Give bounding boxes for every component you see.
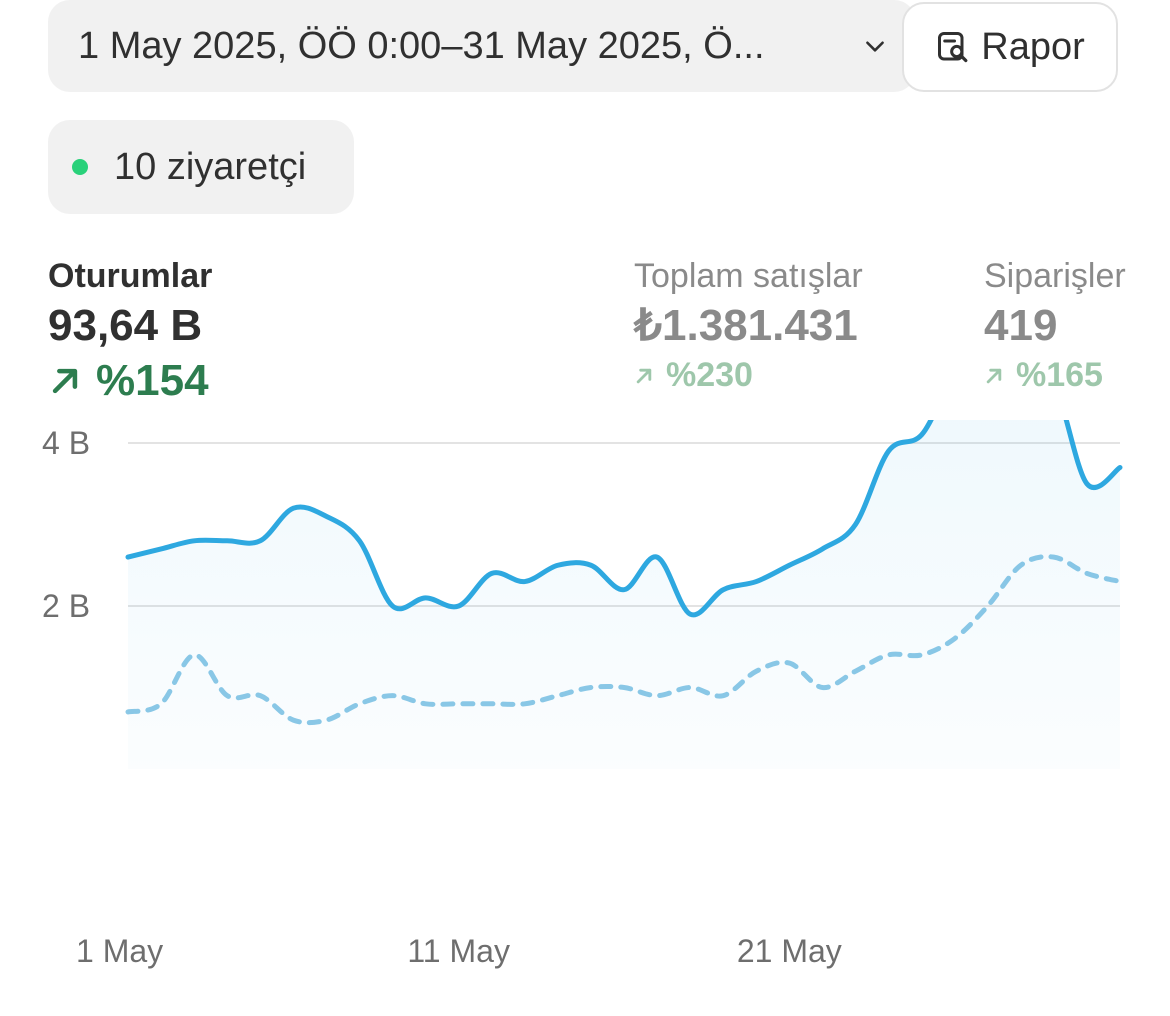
report-button[interactable]: Rapor bbox=[902, 2, 1118, 92]
sessions-line-chart[interactable]: 2 B 4 B 1 May 11 May 21 May bbox=[0, 420, 1170, 1000]
metric-value: 419 bbox=[984, 301, 1058, 350]
trend-up-arrow-icon bbox=[636, 368, 652, 383]
metric-title: Toplam satışlar bbox=[634, 257, 863, 295]
chevron-down-icon bbox=[866, 41, 884, 52]
metric-change: %230 bbox=[634, 356, 863, 395]
metric-orders[interactable]: Siparişler 419 %165 bbox=[984, 256, 1126, 395]
primary-series-area bbox=[128, 420, 1120, 769]
metric-title: Oturumlar bbox=[48, 257, 213, 295]
trend-up-arrow-icon bbox=[52, 368, 78, 394]
metric-value: ₺1.381.431 bbox=[634, 301, 858, 350]
date-range-text: 1 May 2025, ÖÖ 0:00–31 May 2025, Ö... bbox=[78, 24, 765, 67]
primary-series-line bbox=[125, 420, 1123, 618]
x-axis-tick-label: 11 May bbox=[407, 933, 510, 969]
y-axis-tick-label: 2 B bbox=[42, 588, 90, 624]
metric-change: %165 bbox=[984, 356, 1126, 395]
x-axis-tick-label: 1 May bbox=[76, 933, 163, 969]
metric-title: Siparişler bbox=[984, 257, 1126, 295]
metric-change: %154 bbox=[48, 356, 212, 406]
metric-total-sales[interactable]: Toplam satışlar ₺1.381.431 %230 bbox=[634, 256, 863, 395]
metric-sessions[interactable]: Oturumlar 93,64 B %154 bbox=[48, 256, 212, 406]
report-button-label: Rapor bbox=[981, 25, 1085, 68]
metric-value: 93,64 B bbox=[48, 301, 203, 350]
y-axis-tick-label: 4 B bbox=[42, 425, 90, 461]
live-status-dot bbox=[72, 159, 88, 175]
trend-up-arrow-icon bbox=[986, 368, 1002, 383]
metric-change-value: %230 bbox=[666, 356, 753, 394]
x-axis-tick-label: 21 May bbox=[737, 933, 842, 969]
date-range-selector[interactable]: 1 May 2025, ÖÖ 0:00–31 May 2025, Ö... bbox=[48, 0, 916, 92]
metric-change-value: %165 bbox=[1016, 356, 1103, 394]
metric-change-value: %154 bbox=[96, 356, 209, 405]
report-search-icon bbox=[938, 32, 968, 63]
live-visitors-text: 10 ziyaretçi bbox=[114, 145, 307, 188]
live-visitors-badge[interactable]: 10 ziyaretçi bbox=[48, 120, 354, 214]
